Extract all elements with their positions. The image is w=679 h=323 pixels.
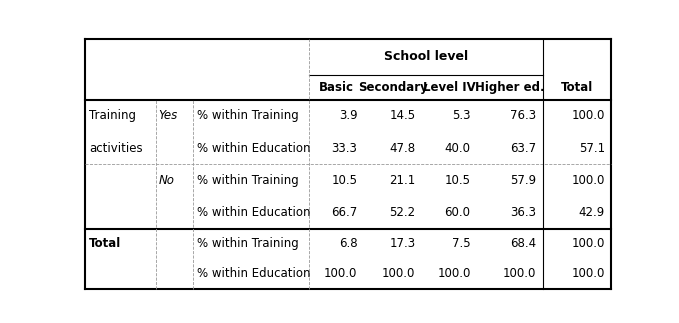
Text: 6.8: 6.8: [339, 237, 357, 250]
Text: 3.9: 3.9: [339, 109, 357, 122]
Text: 10.5: 10.5: [445, 174, 471, 187]
Text: 33.3: 33.3: [331, 142, 357, 155]
Text: activities: activities: [89, 142, 143, 155]
Text: 60.0: 60.0: [445, 206, 471, 219]
Text: 5.3: 5.3: [452, 109, 471, 122]
Text: 100.0: 100.0: [437, 267, 471, 280]
Text: 100.0: 100.0: [572, 237, 605, 250]
Text: 10.5: 10.5: [331, 174, 357, 187]
Text: % within Education: % within Education: [197, 142, 310, 155]
Text: Secondary: Secondary: [358, 81, 428, 94]
Text: 57.9: 57.9: [510, 174, 536, 187]
Text: 42.9: 42.9: [579, 206, 605, 219]
Text: 100.0: 100.0: [572, 267, 605, 280]
Text: 36.3: 36.3: [511, 206, 536, 219]
Text: 100.0: 100.0: [382, 267, 416, 280]
Text: 68.4: 68.4: [510, 237, 536, 250]
Text: % within Education: % within Education: [197, 206, 310, 219]
Text: % within Training: % within Training: [197, 174, 299, 187]
Text: % within Training: % within Training: [197, 237, 299, 250]
Text: Total: Total: [561, 81, 593, 94]
Text: 47.8: 47.8: [389, 142, 416, 155]
Text: No: No: [159, 174, 175, 187]
Text: 100.0: 100.0: [324, 267, 357, 280]
Text: Level IV: Level IV: [423, 81, 476, 94]
Text: 57.1: 57.1: [579, 142, 605, 155]
Text: % within Education: % within Education: [197, 267, 310, 280]
Text: 40.0: 40.0: [445, 142, 471, 155]
Text: Yes: Yes: [159, 109, 178, 122]
Text: 66.7: 66.7: [331, 206, 357, 219]
Text: 100.0: 100.0: [572, 174, 605, 187]
Text: 52.2: 52.2: [389, 206, 416, 219]
Text: 7.5: 7.5: [452, 237, 471, 250]
Text: 63.7: 63.7: [510, 142, 536, 155]
Text: School level: School level: [384, 50, 468, 63]
Text: 21.1: 21.1: [389, 174, 416, 187]
Text: 100.0: 100.0: [503, 267, 536, 280]
Text: 14.5: 14.5: [389, 109, 416, 122]
Text: 17.3: 17.3: [389, 237, 416, 250]
Text: 76.3: 76.3: [510, 109, 536, 122]
Text: Training: Training: [89, 109, 136, 122]
Text: Basic: Basic: [318, 81, 354, 94]
Text: % within Training: % within Training: [197, 109, 299, 122]
Text: 100.0: 100.0: [572, 109, 605, 122]
Text: Total: Total: [89, 237, 122, 250]
Text: Higher ed.: Higher ed.: [475, 81, 545, 94]
